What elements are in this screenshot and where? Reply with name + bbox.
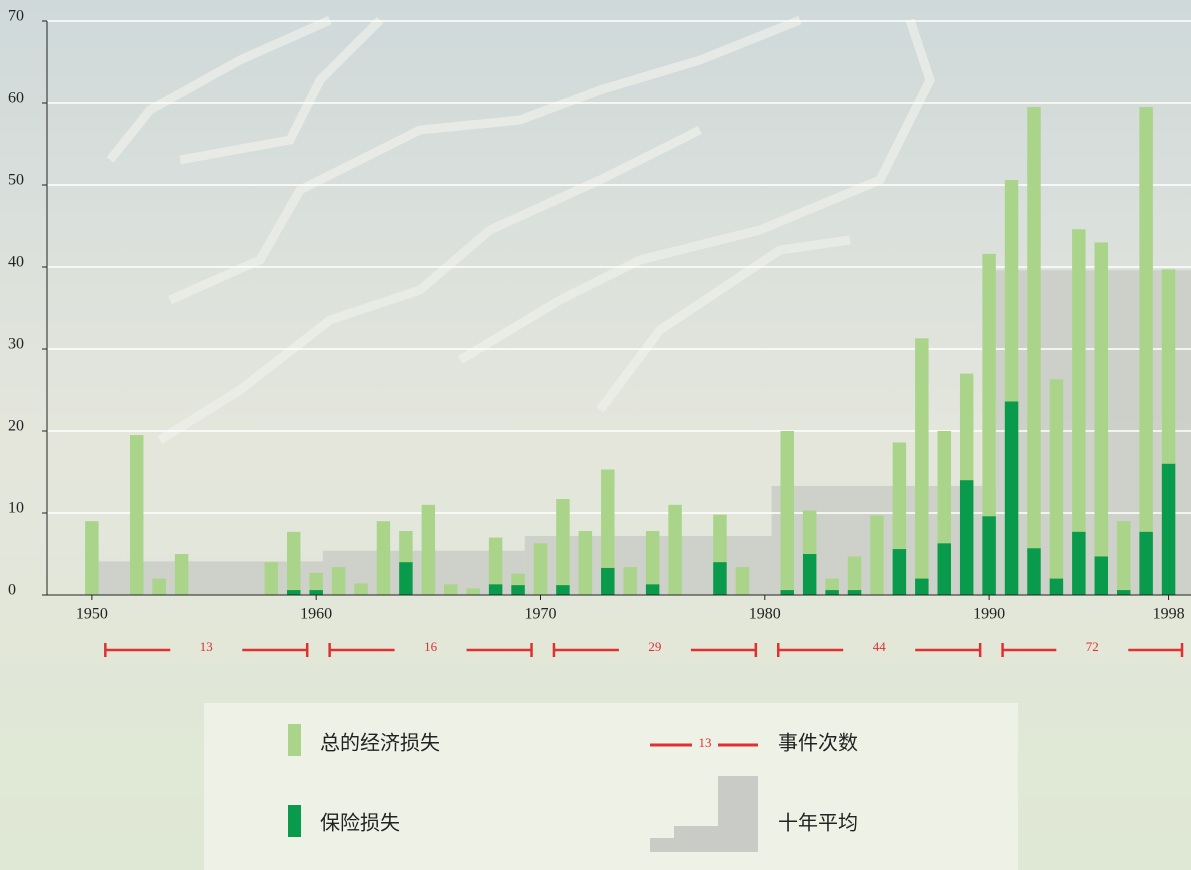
total-loss-bar [533, 543, 548, 595]
total-loss-bar [466, 588, 480, 595]
total-loss-bar [1139, 107, 1153, 595]
total-loss-bar [556, 499, 570, 595]
insured-loss-bar [645, 584, 660, 595]
insured-loss-bar [825, 590, 839, 595]
insured-loss-bar [1072, 531, 1086, 595]
insured-loss-bar [287, 590, 301, 595]
y-tick-label: 30 [8, 336, 24, 353]
legend-box [204, 703, 1018, 870]
total-loss-bar [578, 531, 593, 595]
insured-loss-bar [847, 590, 862, 595]
total-loss-bar [847, 556, 862, 595]
total-loss-bar [287, 531, 301, 595]
total-loss-bar [1094, 242, 1109, 595]
y-tick-label: 20 [8, 418, 24, 435]
total-loss-bar [421, 504, 436, 595]
legend-swatch-insured [288, 805, 301, 837]
total-loss-bar [870, 515, 884, 595]
legend-label: 十年平均 [778, 812, 858, 835]
insured-loss-bar [959, 480, 974, 595]
y-tick-label: 60 [8, 90, 24, 107]
insured-loss-bar [601, 567, 615, 595]
insured-loss-bar [937, 543, 951, 595]
total-loss-bar [668, 504, 682, 595]
legend-label: 总的经济损失 [320, 732, 440, 755]
total-loss-bar [444, 584, 458, 595]
event-count-label: 29 [648, 639, 661, 654]
total-loss-bar [1027, 107, 1041, 595]
decade-average [995, 270, 1191, 595]
insured-loss-bar [1049, 578, 1064, 595]
x-tick-label: 1970 [524, 606, 556, 623]
plot [42, 20, 1191, 596]
insured-loss-bar [488, 584, 503, 595]
total-loss-bar [174, 554, 189, 595]
total-loss-bar [915, 338, 929, 595]
insured-loss-bar [802, 554, 817, 595]
insured-loss-bar [399, 562, 413, 595]
total-loss-bar [780, 431, 794, 595]
insured-loss-bar [892, 549, 907, 595]
total-loss-bar [331, 567, 346, 595]
x-tick-label: 1980 [749, 606, 781, 623]
total-loss-bar [129, 435, 144, 595]
total-loss-bar [623, 567, 637, 595]
legend-count-sample: 13 [699, 735, 712, 750]
x-tick-label: 1960 [300, 606, 332, 623]
insured-loss-bar [511, 585, 525, 595]
insured-loss-bar [1027, 548, 1041, 595]
y-tick-label: 40 [8, 254, 24, 271]
event-count-label: 16 [424, 639, 438, 654]
total-loss-bar [735, 567, 750, 595]
total-loss-bar [1116, 521, 1131, 595]
total-loss-bar [645, 531, 660, 595]
y-tick-label: 70 [8, 8, 24, 25]
total-loss-bar [982, 253, 996, 595]
total-loss-bar [1072, 229, 1086, 595]
insured-loss-bar [1116, 590, 1131, 595]
insured-loss-bar [1004, 401, 1019, 595]
lightning-decoration [106, 15, 935, 444]
insured-loss-bar [1094, 556, 1109, 595]
insured-loss-bar [1139, 531, 1153, 595]
x-tick-label: 1998 [1153, 606, 1185, 623]
legend-average-icon [650, 776, 758, 852]
insured-loss-bar [713, 562, 727, 595]
insured-loss-bar [556, 585, 570, 595]
total-loss-bar [601, 469, 615, 595]
insured-loss-bar [915, 578, 929, 595]
total-loss-bar [309, 572, 323, 595]
y-tick-label: 10 [8, 500, 24, 517]
legend-label: 保险损失 [320, 812, 400, 835]
legend-swatch-total [288, 724, 301, 756]
event-count-label: 72 [1086, 639, 1099, 654]
total-loss-bar [376, 521, 391, 595]
total-loss-bar [264, 562, 279, 595]
total-loss-bar [488, 537, 503, 595]
x-tick-label: 1990 [973, 606, 1005, 623]
insured-loss-bar [780, 590, 794, 595]
insured-loss-bar [309, 590, 323, 595]
event-count-label: 13 [200, 639, 213, 654]
event-count-label: 44 [873, 639, 887, 654]
legend-label: 事件次数 [778, 732, 858, 755]
total-loss-bar [85, 521, 99, 595]
y-tick-label: 0 [8, 582, 16, 599]
insured-loss-bar [982, 516, 996, 595]
insured-loss-bar [1161, 463, 1176, 595]
total-loss-bar [1049, 379, 1064, 595]
total-loss-bar [152, 578, 166, 595]
y-tick-label: 50 [8, 172, 24, 189]
x-tick-label: 1950 [76, 606, 108, 623]
total-loss-bar [354, 583, 368, 595]
